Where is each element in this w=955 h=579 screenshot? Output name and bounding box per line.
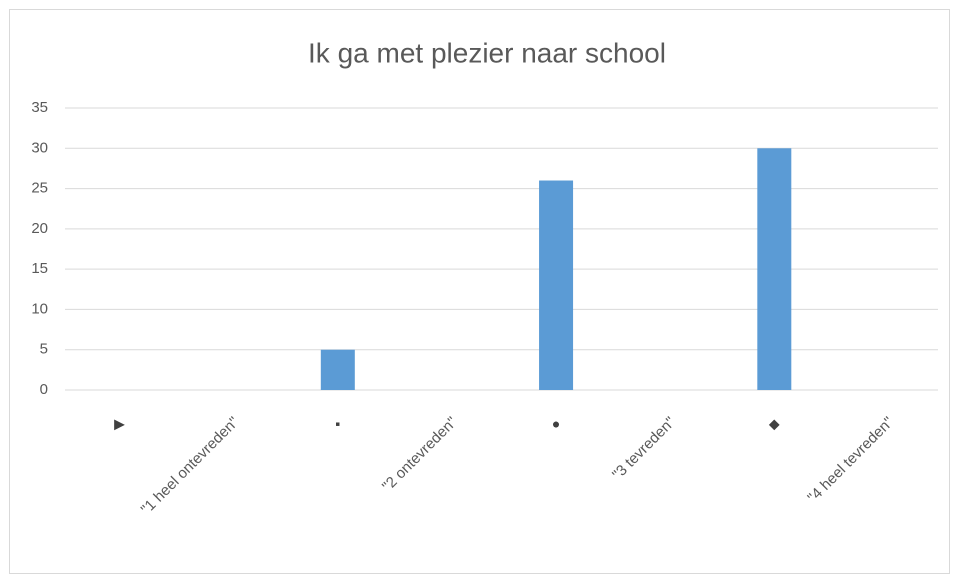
x-tick-label: ● bbox=[552, 416, 560, 432]
y-tick-label: 25 bbox=[31, 180, 48, 197]
y-tick-label: 5 bbox=[40, 341, 48, 358]
y-tick-label: 35 bbox=[31, 99, 48, 116]
y-tick-label: 0 bbox=[40, 381, 48, 398]
y-tick-label: 20 bbox=[31, 220, 48, 237]
chart-frame bbox=[9, 9, 950, 574]
y-tick-label: 15 bbox=[31, 260, 48, 277]
bar bbox=[539, 180, 574, 390]
y-tick-label: 30 bbox=[31, 139, 48, 156]
chart-title: Ik ga met plezier naar school bbox=[308, 37, 666, 68]
bar bbox=[757, 148, 792, 390]
bar bbox=[320, 349, 355, 390]
x-tick-label: ▪ bbox=[335, 416, 340, 432]
x-tick-label: ◆ bbox=[769, 416, 780, 432]
x-tick-label: ▶ bbox=[114, 416, 125, 432]
y-tick-label: 10 bbox=[31, 300, 48, 317]
